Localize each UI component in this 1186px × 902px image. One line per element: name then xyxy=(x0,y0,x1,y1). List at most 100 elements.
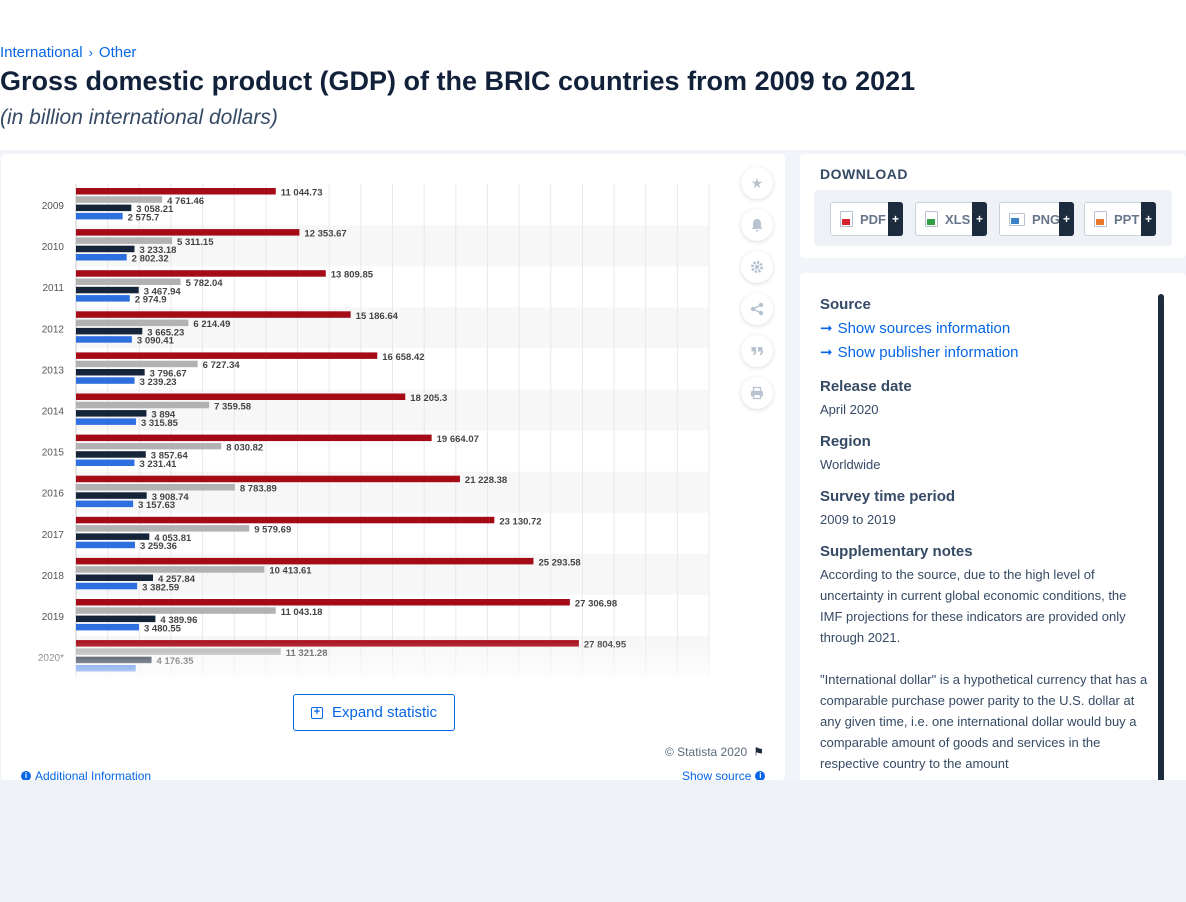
flag-icon[interactable]: ⚑ xyxy=(753,745,764,759)
bar xyxy=(76,237,173,244)
bar xyxy=(76,229,300,236)
data-label: 16 658.42 xyxy=(382,352,424,363)
data-label: 18 205.3 xyxy=(410,393,447,404)
bar xyxy=(76,607,276,614)
data-label: 6 727.34 xyxy=(203,360,241,371)
plus-icon: + xyxy=(888,202,903,236)
show-sources-link[interactable]: ➞ Show sources information xyxy=(820,317,1150,341)
supplementary-notes-paragraph-1: According to the source, due to the high… xyxy=(820,567,1127,645)
data-label: 2 974.9 xyxy=(135,295,167,306)
data-label: 3 480.55 xyxy=(144,623,182,634)
chart-toolbar: ★ xyxy=(741,167,773,419)
data-label: 8 783.89 xyxy=(240,484,277,495)
survey-period-value: 2009 to 2019 xyxy=(820,512,896,527)
bar xyxy=(76,245,135,253)
breadcrumb-international[interactable]: International xyxy=(0,44,83,61)
data-label: 3 157.63 xyxy=(138,500,175,511)
breadcrumb-separator: › xyxy=(88,45,93,60)
data-label: 3 315.85 xyxy=(141,418,179,429)
data-label: 3 231.41 xyxy=(139,459,177,470)
download-xls-button[interactable]: XLS + xyxy=(915,202,987,236)
category-label: 2016 xyxy=(42,489,65,500)
data-label: 3 857.64 xyxy=(151,451,189,462)
category-label: 2019 xyxy=(42,612,65,623)
download-pdf-button[interactable]: PDF + xyxy=(830,202,903,236)
category-label: 2012 xyxy=(42,324,65,335)
category-label: 2009 xyxy=(42,201,65,212)
share-icon[interactable] xyxy=(741,293,773,325)
bar xyxy=(76,212,123,220)
print-icon[interactable] xyxy=(741,377,773,409)
expand-statistic-button[interactable]: + Expand statistic xyxy=(293,694,455,731)
bar xyxy=(76,352,378,359)
page-bottom-area xyxy=(0,780,1186,902)
data-label: 25 293.58 xyxy=(538,557,580,568)
bar xyxy=(76,188,276,195)
bar xyxy=(76,566,265,573)
bar xyxy=(76,377,135,384)
copyright: © Statista 2020 ⚑ xyxy=(665,745,764,759)
data-label: 3 382.59 xyxy=(142,582,179,593)
data-label: 19 664.07 xyxy=(437,434,479,445)
bar xyxy=(76,623,139,631)
download-buttons: PDF + XLS + PNG + PPT + xyxy=(814,190,1172,246)
data-label: 15 186.64 xyxy=(356,311,399,322)
bar xyxy=(76,286,139,294)
source-heading: Source xyxy=(820,296,871,313)
data-label: 21 228.38 xyxy=(465,475,507,486)
data-label: 5 782.04 xyxy=(186,278,224,289)
breadcrumb-other[interactable]: Other xyxy=(98,44,137,61)
bar xyxy=(76,254,127,261)
bar xyxy=(76,557,534,565)
category-label: 2010 xyxy=(42,242,65,253)
page-title: Gross domestic product (GDP) of the BRIC… xyxy=(0,66,916,96)
data-label: 3 233.18 xyxy=(139,245,176,256)
bar xyxy=(76,204,132,212)
download-ppt-label: PPT xyxy=(1114,211,1140,227)
download-ppt-button[interactable]: PPT + xyxy=(1084,202,1156,236)
plus-icon: + xyxy=(1141,202,1156,236)
data-label: 10 413.61 xyxy=(269,566,312,577)
star-icon[interactable]: ★ xyxy=(741,167,773,199)
plus-icon: + xyxy=(1059,202,1074,236)
download-png-button[interactable]: PNG + xyxy=(999,202,1074,236)
bar xyxy=(76,434,432,442)
data-label: 3 908.74 xyxy=(152,492,190,503)
bar-chart: 11 044.73 4 761.463 058.212 575.7 12 353.6… xyxy=(21,184,721,684)
data-label: 4 761.46 xyxy=(167,196,204,207)
data-label: 3 796.67 xyxy=(150,369,187,380)
plus-icon: + xyxy=(972,202,987,236)
data-label: 9 579.69 xyxy=(254,525,291,536)
header xyxy=(0,0,1186,150)
data-label: 3 090.41 xyxy=(137,336,175,347)
show-source-link[interactable]: Show source i xyxy=(682,769,766,780)
bell-icon[interactable] xyxy=(741,209,773,241)
bar xyxy=(76,360,198,368)
bar xyxy=(76,295,130,302)
additional-information-link[interactable]: i Additional Information xyxy=(21,769,151,780)
arrow-right-icon: ➞ xyxy=(820,320,833,337)
quote-icon[interactable] xyxy=(741,335,773,367)
details-scrollbar[interactable] xyxy=(1158,294,1164,783)
bar xyxy=(76,196,163,203)
category-label: 2015 xyxy=(42,448,65,459)
region-value: Worldwide xyxy=(820,457,881,472)
bar xyxy=(76,599,570,606)
bar xyxy=(76,311,351,318)
survey-period-heading: Survey time period xyxy=(820,488,956,505)
data-label: 12 353.67 xyxy=(304,229,346,240)
bar xyxy=(76,418,136,425)
bar xyxy=(76,278,181,285)
show-sources-label: Show sources information xyxy=(837,320,1011,337)
show-publisher-link[interactable]: ➞ Show publisher information xyxy=(820,341,1150,365)
release-date-heading: Release date xyxy=(820,378,912,395)
data-label: 27 306.98 xyxy=(575,599,617,610)
gear-icon[interactable] xyxy=(741,251,773,283)
bar xyxy=(76,319,189,327)
bar xyxy=(76,336,132,343)
expand-statistic-label: Expand statistic xyxy=(331,704,438,721)
bar xyxy=(76,525,250,532)
page-subtitle: (in billion international dollars) xyxy=(0,106,278,129)
data-label: 3 058.21 xyxy=(136,204,174,215)
chart-fade-overlay xyxy=(21,639,721,684)
